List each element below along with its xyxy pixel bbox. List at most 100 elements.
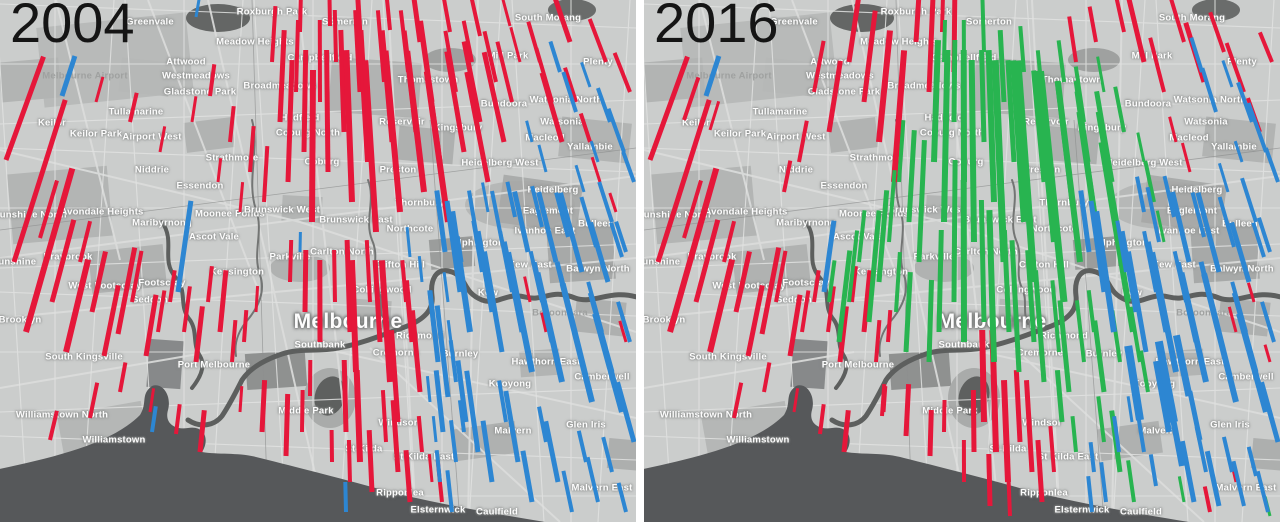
data-bar [332,249,337,303]
data-bar [587,18,608,63]
data-bar [411,0,423,43]
data-bar [505,251,535,373]
data-bar [970,389,977,453]
data-bar [128,92,139,123]
data-bar [618,320,628,343]
data-bar [539,72,565,143]
data-bar [576,430,588,463]
data-bar [574,164,586,193]
data-bar [1093,210,1117,333]
data-bar [302,249,309,313]
data-bar [242,309,249,343]
data-bar [442,272,450,303]
data-bar [344,239,353,333]
data-bar [615,381,636,443]
data-bar [1217,196,1236,248]
data-bar [175,200,194,293]
data-bar [1148,37,1166,93]
data-bar [409,310,423,393]
data-bar [1258,31,1274,63]
data-bar [301,49,309,153]
data-bar [1179,440,1197,503]
data-bar [520,450,535,503]
data-bar [230,319,238,363]
data-bar [1073,66,1086,123]
data-bar [942,19,947,63]
data-bar [986,453,993,507]
data-bar [324,49,331,173]
data-bar [537,406,548,443]
data-bar [561,470,574,513]
data-bar [667,167,720,333]
data-bar [861,270,873,333]
data-bar [1096,56,1106,93]
data-bar [745,284,765,357]
data-bar [309,69,316,223]
data-bar [985,49,997,203]
data-bar [366,429,375,493]
data-bar [1054,369,1065,423]
data-bar [1035,50,1046,113]
data-bar [1014,60,1038,283]
data-bar [614,220,628,253]
data-bar [787,294,803,357]
data-bar [655,99,712,263]
data-bar [608,192,618,213]
data-bar [940,0,945,33]
data-bar [158,126,167,153]
data-bar [942,399,947,433]
data-bar [259,379,268,433]
data-bar [1035,439,1045,503]
data-bar [886,309,893,343]
data-bar [228,105,236,143]
data-bar [693,219,721,303]
data-bar [444,200,463,293]
data-bar [1092,320,1107,393]
data-bar [300,389,305,433]
data-bar [894,251,902,313]
data-bar [812,270,821,303]
year-label: 2004 [10,0,135,54]
data-bar [991,60,1008,263]
data-bar [475,230,495,313]
data-bar [385,0,392,31]
data-bar [951,159,958,303]
data-bar [1128,306,1142,363]
data-bar [951,39,958,123]
data-bar [193,306,205,363]
data-bar [826,286,836,333]
data-bar [1260,301,1276,343]
data-bar [722,220,737,263]
data-bar [288,239,294,283]
data-bar [11,99,68,263]
data-bar [1217,162,1230,193]
data-bar [353,9,363,93]
data-bar [417,255,424,283]
data-bar [707,258,736,353]
data-bar [537,144,548,173]
data-bar [903,271,913,353]
data-bar [876,190,890,283]
data-bar [980,0,986,53]
data-bar [1086,475,1094,513]
data-bar [461,20,474,63]
data-bar [906,130,917,223]
data-bar [926,0,936,93]
data-bar [597,181,614,223]
data-bar [1170,191,1192,263]
data-bar [585,456,600,503]
data-bar [262,145,270,203]
data-bar [682,76,701,121]
data-bar [1231,460,1246,507]
data-bar [1114,0,1126,33]
data-bar [449,210,473,333]
data-bar [1169,0,1186,43]
data-bar [341,359,349,433]
data-bar [1195,192,1222,273]
data-bar [1259,381,1280,443]
data-bar [826,60,843,133]
data-bar [800,290,811,333]
data-bar [797,120,809,163]
data-bar [182,286,192,333]
